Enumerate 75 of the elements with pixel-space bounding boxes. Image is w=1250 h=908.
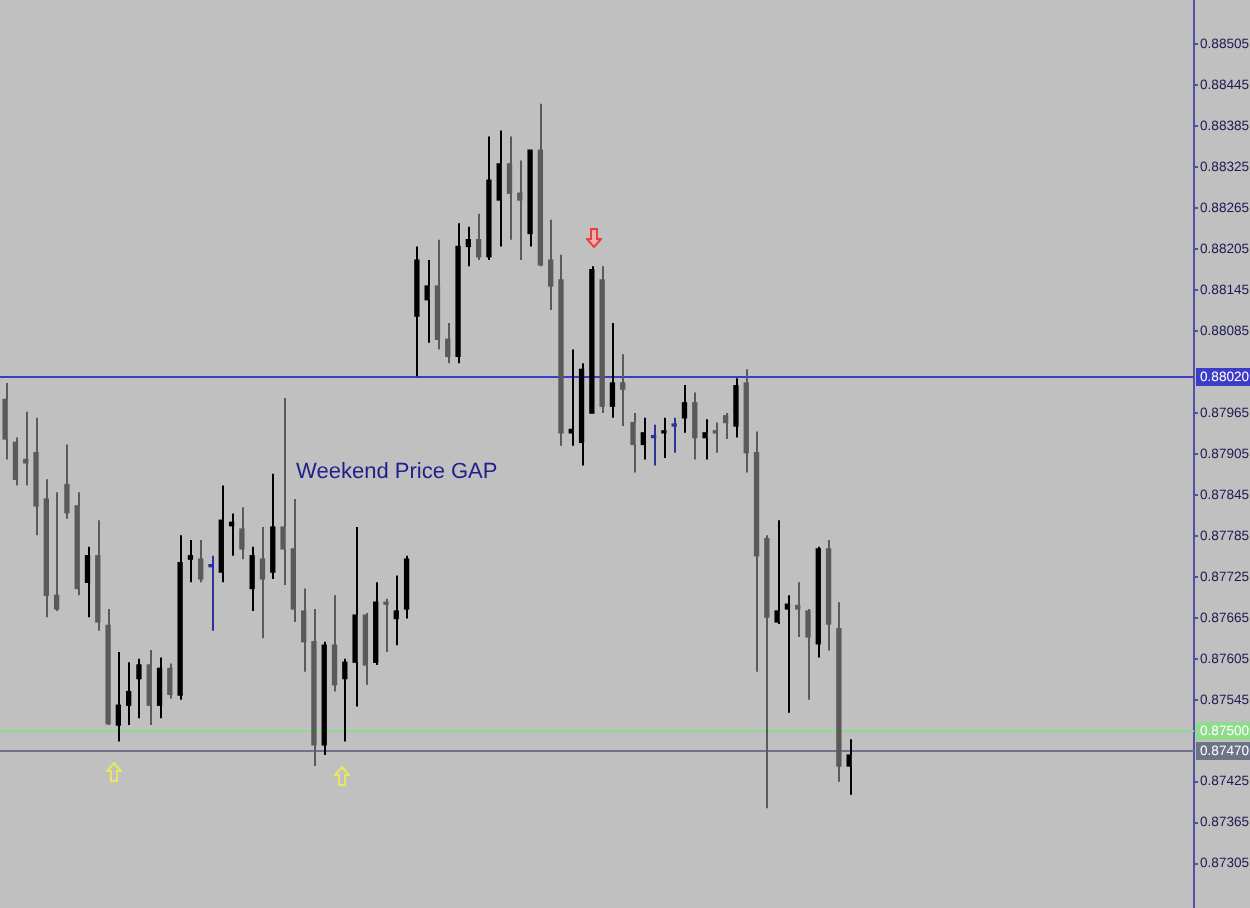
candlestick xyxy=(2,382,8,461)
candlestick xyxy=(434,238,441,351)
candlestick xyxy=(53,491,60,613)
candlestick xyxy=(486,135,492,262)
candlestick xyxy=(671,416,677,454)
candlestick xyxy=(846,738,852,796)
annotation: Weekend Price GAP xyxy=(296,460,498,485)
candlestick xyxy=(239,506,245,561)
candlestick xyxy=(300,587,307,673)
candlestick xyxy=(455,222,461,365)
candlestick xyxy=(105,607,111,725)
candlestick xyxy=(95,519,101,632)
candlestick xyxy=(784,594,791,714)
candlestick xyxy=(496,129,502,248)
candlestick xyxy=(383,597,389,653)
candlestick xyxy=(198,539,204,584)
candlestick xyxy=(352,526,358,708)
candlestick xyxy=(599,265,605,415)
candlestick xyxy=(249,545,255,613)
candlestick xyxy=(558,253,564,447)
candlestick xyxy=(692,391,698,461)
candlestick xyxy=(259,526,266,640)
candlestick xyxy=(445,321,451,365)
candlestick xyxy=(208,554,214,632)
candlestick xyxy=(414,245,420,378)
candlestick xyxy=(661,416,667,460)
candlestick xyxy=(74,491,80,597)
candlestick xyxy=(733,377,739,439)
candlestick xyxy=(548,218,554,311)
candlestick xyxy=(764,534,770,810)
candlestick xyxy=(743,368,749,474)
candlestick xyxy=(342,657,348,743)
candlestick xyxy=(126,661,132,727)
candlestick xyxy=(270,472,276,580)
candlestick xyxy=(815,545,821,659)
candlestick xyxy=(373,581,379,666)
candlestick xyxy=(723,412,729,440)
candlestick xyxy=(156,656,163,720)
candlestick xyxy=(290,498,297,623)
candlestick xyxy=(33,416,39,537)
candlestick xyxy=(517,159,523,262)
candlestick xyxy=(609,321,616,419)
candlestick xyxy=(795,581,801,638)
candlestick xyxy=(280,397,286,587)
candlestick xyxy=(836,601,842,783)
candlestick xyxy=(311,607,317,767)
candlestick xyxy=(527,149,533,248)
candlestick xyxy=(681,384,688,434)
candlestick xyxy=(424,259,430,344)
candlestick xyxy=(331,594,338,693)
candlestick xyxy=(84,545,91,619)
candlestick xyxy=(537,102,544,266)
candlestick xyxy=(43,478,49,619)
candlestick xyxy=(218,484,224,584)
candlestick xyxy=(753,430,760,673)
candlestick xyxy=(393,574,399,647)
candlestick xyxy=(640,416,646,461)
candlestick xyxy=(465,225,471,268)
candlestick xyxy=(825,539,832,652)
candlestick xyxy=(506,135,513,241)
candlestick xyxy=(177,534,183,701)
candlestick xyxy=(805,607,811,701)
candlestick xyxy=(774,519,780,625)
candlestick xyxy=(136,657,142,720)
candlestick xyxy=(620,353,626,428)
candlestick xyxy=(146,648,152,727)
candlestick xyxy=(702,418,708,461)
candlestick xyxy=(23,410,29,487)
candlestick xyxy=(578,362,585,467)
candlestick xyxy=(187,539,194,584)
candlestick xyxy=(475,212,482,262)
candlestick xyxy=(630,412,636,474)
candlestick xyxy=(115,650,122,743)
candlestick xyxy=(64,443,70,520)
candlestick xyxy=(362,612,369,686)
